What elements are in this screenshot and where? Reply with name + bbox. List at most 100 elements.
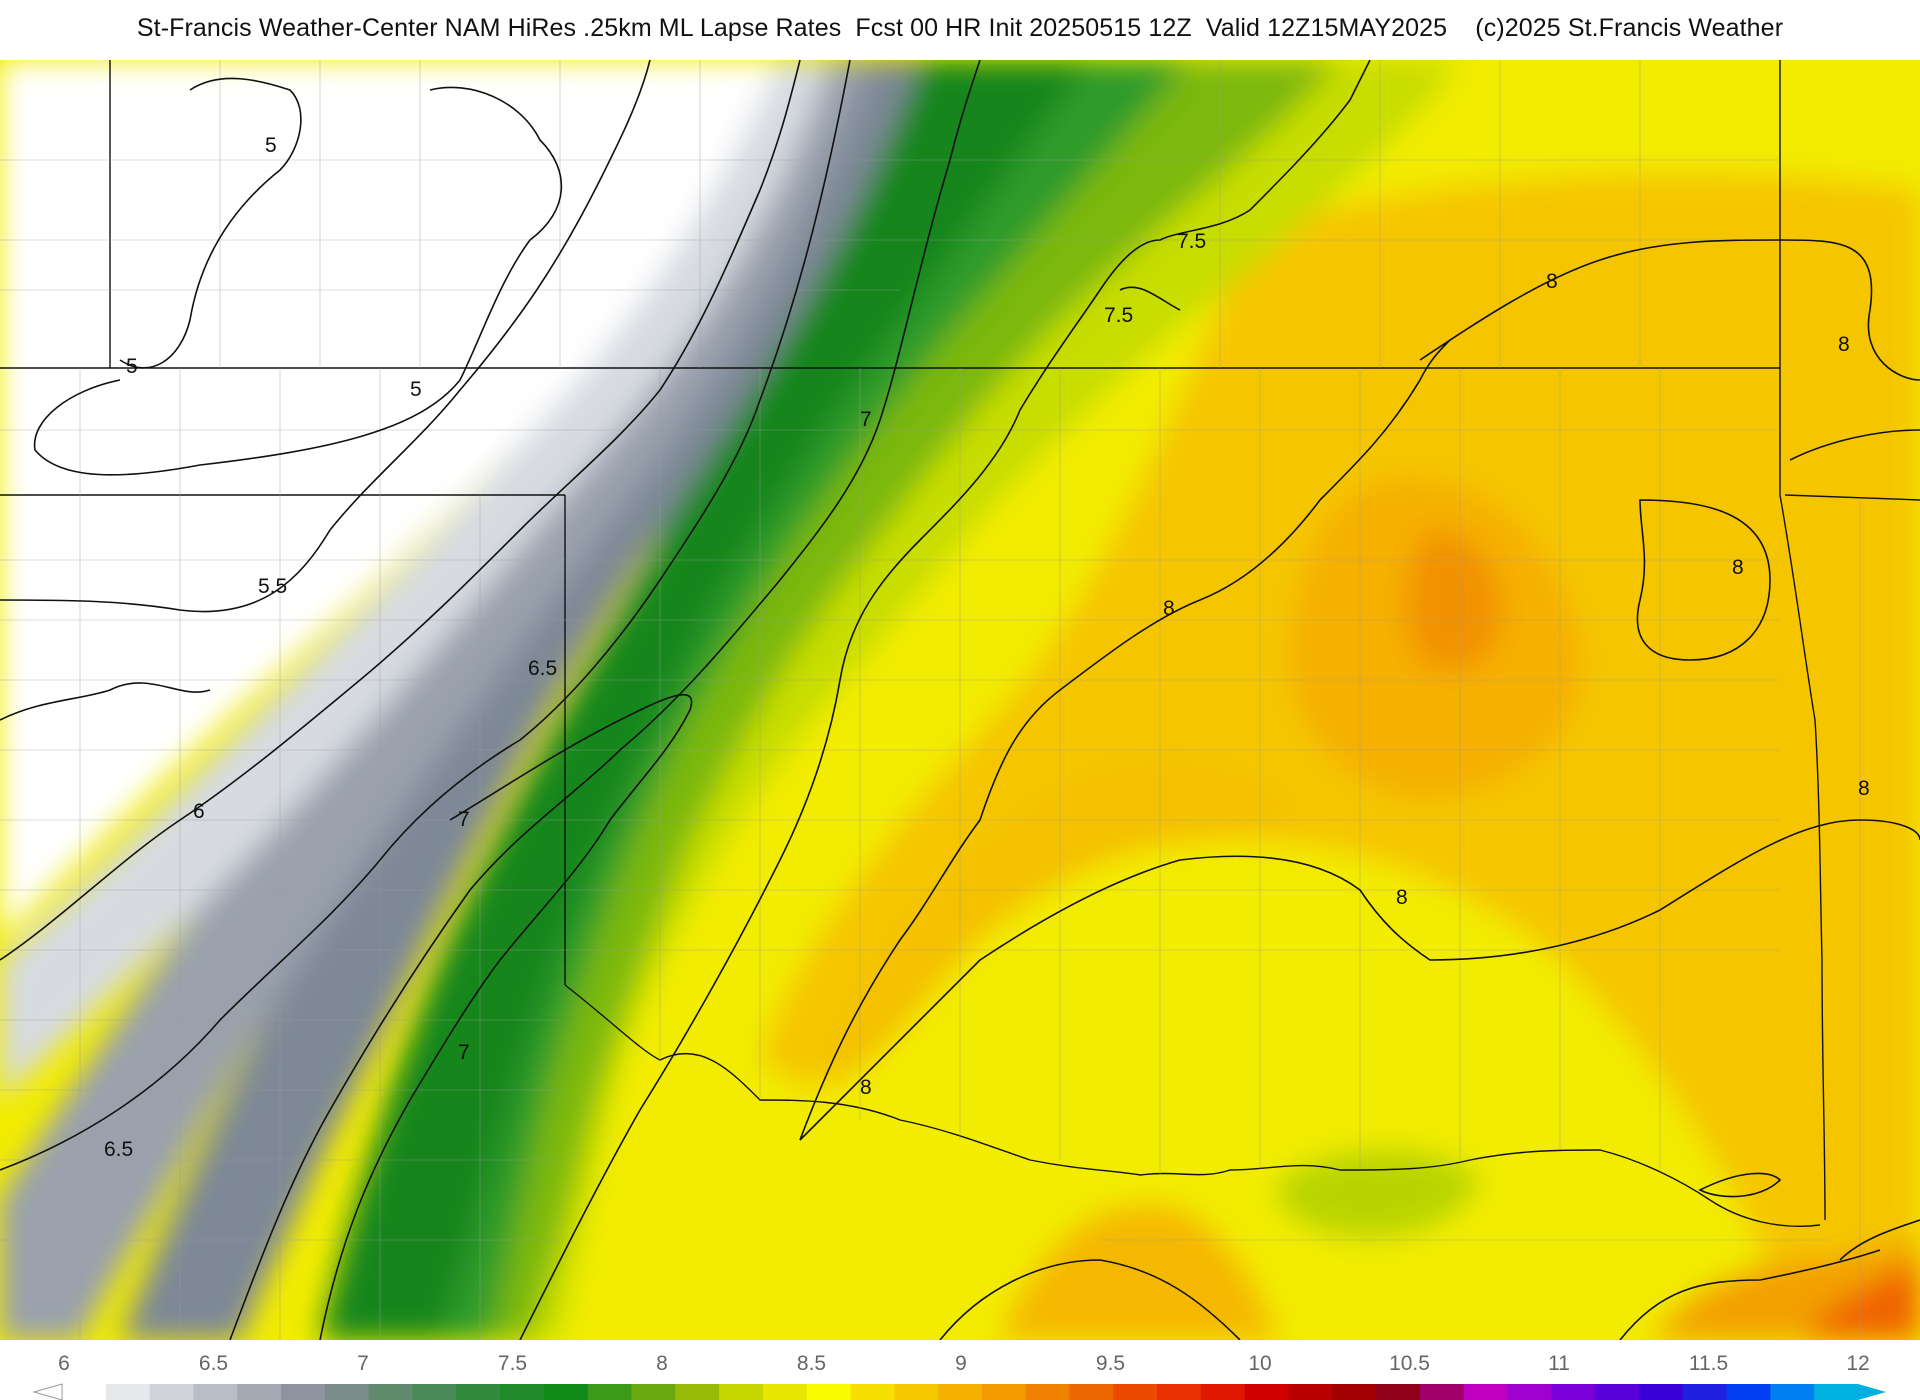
colorbar-tick-label: 8.5	[797, 1352, 826, 1375]
map-title: St-Francis Weather-Center NAM HiRes .25k…	[136, 14, 1784, 42]
colorbar-cell	[1507, 1384, 1552, 1400]
colorbar-cell	[1332, 1384, 1377, 1400]
colorbar-tick-label: 11	[1548, 1352, 1570, 1375]
colorbar-cell	[675, 1384, 720, 1400]
colorbar-cell	[981, 1384, 1027, 1400]
contour-6	[0, 60, 801, 961]
contour-label: 5.5	[258, 575, 287, 598]
colorbar-cell	[587, 1384, 633, 1400]
state-borders	[0, 60, 1920, 1227]
colorbar-cell	[806, 1384, 852, 1400]
contour-8-south	[939, 1259, 1241, 1340]
colorbar-right-arrow	[1858, 1384, 1886, 1400]
field-green-light	[380, 60, 1340, 1340]
contour-label: 8	[1396, 886, 1408, 909]
colorbar-cell	[543, 1384, 589, 1400]
colorbar-cell	[938, 1384, 983, 1400]
contour-label: 7	[458, 808, 470, 831]
colorbar-tick-label: 6	[58, 1352, 70, 1375]
colorbar-cell	[1595, 1384, 1640, 1400]
colorbar-cell	[719, 1384, 764, 1400]
colorbar-cells	[62, 1384, 1859, 1400]
colorbar-tick-label: 8	[656, 1352, 668, 1375]
contour-lines	[0, 60, 1920, 1340]
contour-label: 5	[410, 378, 422, 401]
colorbar-cell	[500, 1384, 545, 1400]
contour-label: 5	[126, 355, 138, 378]
colorbar-tick-label: 6.5	[199, 1352, 228, 1375]
lapse-rate-map: 5 5 5 5.5 6 6.5 6.5 7 7 7 7.5 7.5 8 8 8 …	[0, 60, 1920, 1340]
contour-8-ridge	[799, 339, 1451, 1141]
contour-label: 7	[458, 1041, 470, 1064]
contour-6_5	[0, 60, 851, 1171]
colorbar-cell	[62, 1384, 107, 1400]
colorbar-cell	[1200, 1384, 1246, 1400]
contour-7-loop	[319, 694, 693, 1340]
colorbar-cell	[1770, 1384, 1815, 1400]
colorbar-tick-label: 7.5	[498, 1352, 527, 1375]
contour-8-loop	[1636, 499, 1771, 661]
colorbar-cell	[237, 1384, 282, 1400]
colorbar-tick-label: 12	[1846, 1352, 1869, 1375]
colorbar-cell	[1463, 1384, 1509, 1400]
contour-label: 8	[1732, 556, 1744, 579]
colorbar-cell	[324, 1384, 370, 1400]
colorbar-cell	[894, 1384, 939, 1400]
colorbar-cell	[1814, 1384, 1859, 1400]
colorbar-cell	[1376, 1384, 1421, 1400]
colorbar-tick-labels: 6 6.5 7 7.5 8 8.5 9 9.5 10 10.5 11 11.5 12	[58, 1352, 1870, 1375]
contour-label: 8	[1546, 270, 1558, 293]
field-white	[0, 60, 780, 940]
colorbar-cell	[1069, 1384, 1114, 1400]
colorbar-cell	[1638, 1384, 1684, 1400]
contour-label: 8	[1163, 597, 1175, 620]
contour-7-main	[229, 60, 981, 1340]
contour-8-main	[799, 819, 1920, 1141]
colorbar-cell	[1157, 1384, 1202, 1400]
colorbar: 6 6.5 7 7.5 8 8.5 9 9.5 10 10.5 11 11.5 12	[32, 1352, 1886, 1400]
field-orange-south	[1000, 1205, 1280, 1340]
contour-label: 6	[193, 800, 205, 823]
colorbar-cell	[762, 1384, 808, 1400]
colorbar-tick-label: 10.5	[1389, 1352, 1430, 1375]
colorbar-tick-label: 9.5	[1096, 1352, 1125, 1375]
contour-labels: 5 5 5 5.5 6 6.5 6.5 7 7 7 7.5 7.5 8 8 8 …	[104, 134, 1870, 1161]
county-grid	[0, 60, 1861, 1340]
colorbar-tick-label: 7	[357, 1352, 369, 1375]
colorbar-cell	[1288, 1384, 1333, 1400]
colorbar-cell	[105, 1384, 151, 1400]
field-orange-peak	[1406, 530, 1502, 670]
contour-label: 6.5	[104, 1138, 133, 1161]
colorbar-tick-label: 11.5	[1689, 1352, 1728, 1375]
field-yellowgreen-patch	[1277, 1150, 1480, 1238]
colorbar-tick-label: 9	[955, 1352, 967, 1375]
colorbar-cell	[193, 1384, 238, 1400]
colorbar-cell	[281, 1384, 326, 1400]
colorbar-cell	[1726, 1384, 1771, 1400]
field-gray-light	[0, 60, 830, 1100]
contour-label: 7.5	[1104, 304, 1133, 327]
colorbar-cell	[368, 1384, 414, 1400]
colorbar-cell	[850, 1384, 895, 1400]
colorbar-cell	[1113, 1384, 1158, 1400]
contour-label: 8	[860, 1076, 872, 1099]
colorbar-cell	[1244, 1384, 1290, 1400]
contour-label: 5	[265, 134, 277, 157]
contour-8-north	[1419, 239, 1920, 381]
colorbar-cell	[149, 1384, 195, 1400]
contour-label: 6.5	[528, 657, 557, 680]
colorbar-cell	[1025, 1384, 1071, 1400]
contour-5-outline	[33, 86, 563, 476]
contour-5_5	[0, 60, 651, 613]
colorbar-cell	[631, 1384, 676, 1400]
colorbar-cell	[1551, 1384, 1596, 1400]
contour-7_5-east	[519, 60, 1371, 1340]
colorbar-cell	[456, 1384, 501, 1400]
colorbar-left-arrow	[32, 1383, 63, 1400]
colorbar-cell	[1682, 1384, 1728, 1400]
colorbar-cell	[1419, 1384, 1465, 1400]
colorbar-tick-label: 10	[1248, 1352, 1271, 1375]
contour-label: 7	[860, 408, 872, 431]
contour-label: 7.5	[1177, 230, 1206, 253]
colorbar-cell	[412, 1384, 457, 1400]
